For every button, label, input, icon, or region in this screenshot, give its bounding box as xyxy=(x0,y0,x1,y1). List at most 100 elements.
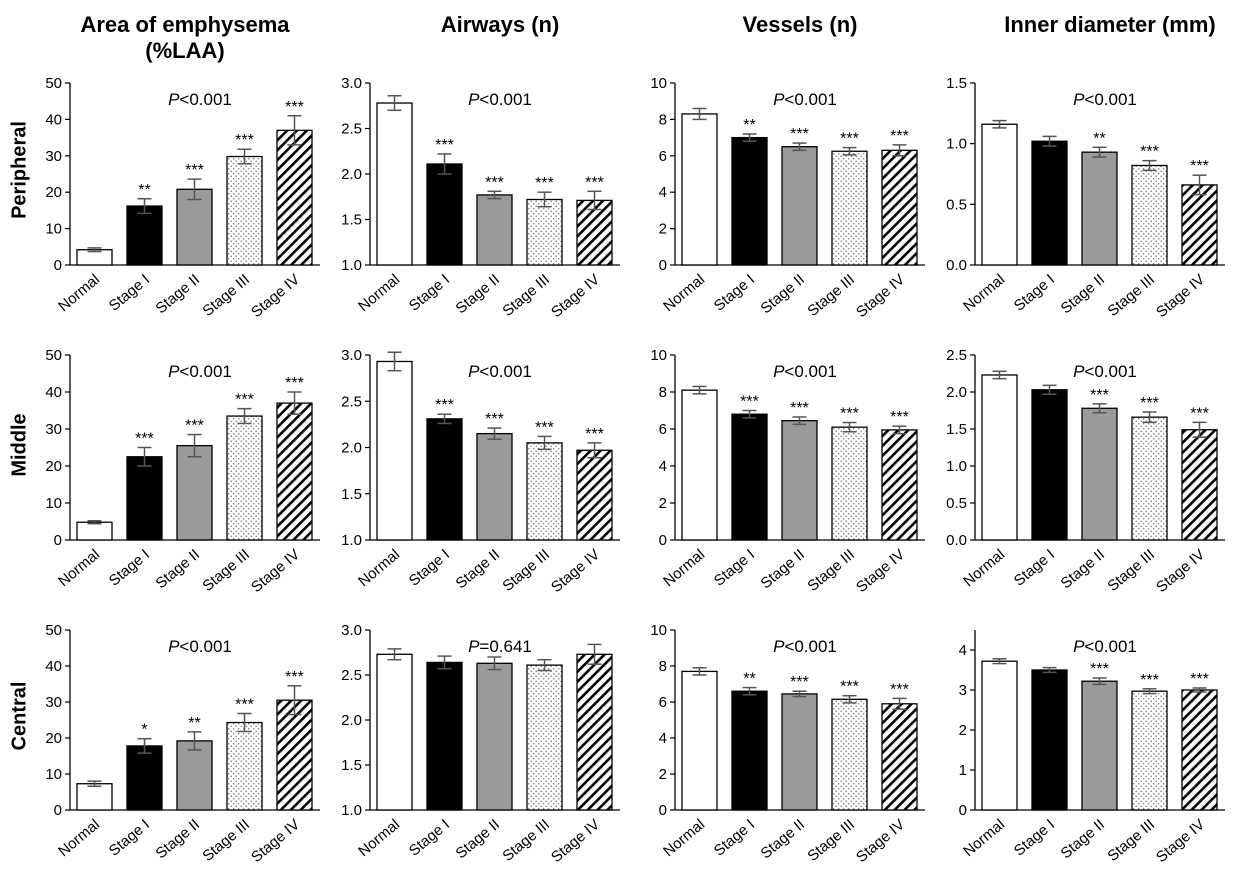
category-label: Normal xyxy=(660,816,708,860)
significance-stars: *** xyxy=(1190,405,1209,422)
y-tick-label: 8 xyxy=(659,111,667,128)
significance-stars: ** xyxy=(743,671,755,688)
category-label: Stage II xyxy=(758,816,809,862)
significance-stars: *** xyxy=(1090,661,1109,678)
bar xyxy=(126,456,163,541)
bar xyxy=(981,374,1018,541)
category-label: Stage III xyxy=(1104,816,1158,865)
column-title-line: Area of emphysema xyxy=(80,12,290,37)
category-label: Stage III xyxy=(1104,546,1158,595)
significance-stars: *** xyxy=(740,394,759,411)
category-label: Normal xyxy=(960,816,1008,860)
category-label: Stage I xyxy=(711,271,758,315)
bar xyxy=(476,662,513,811)
category-label: Normal xyxy=(55,271,103,315)
y-tick-label: 1 xyxy=(959,762,967,779)
bar xyxy=(981,660,1018,811)
y-tick-label: 2.5 xyxy=(341,121,362,138)
category-label: Stage III xyxy=(499,546,553,595)
significance-stars: ** xyxy=(138,182,150,199)
bar xyxy=(376,653,413,811)
significance-stars: *** xyxy=(135,431,154,448)
bar xyxy=(476,194,513,266)
y-tick-label: 2 xyxy=(659,766,667,783)
bar xyxy=(1031,389,1068,541)
chart-panel: 0 2 4 6 8 10 P<0.001 Normal ** Stage I *** Stage II… xyxy=(650,622,925,866)
column-title-vessels: Vessels (n) xyxy=(700,12,900,38)
y-tick-label: 1.5 xyxy=(341,486,362,503)
y-tick-label: 10 xyxy=(650,347,667,364)
significance-stars: *** xyxy=(435,397,454,414)
significance-stars: *** xyxy=(840,131,859,148)
y-tick-label: 8 xyxy=(659,384,667,401)
bar xyxy=(426,163,463,266)
category-label: Stage IV xyxy=(1153,546,1208,596)
p-value-label: P<0.001 xyxy=(168,90,232,109)
category-label: Stage III xyxy=(199,271,253,320)
y-tick-label: 30 xyxy=(45,148,62,165)
category-label: Stage I xyxy=(406,546,453,590)
significance-stars: *** xyxy=(285,99,304,116)
bar xyxy=(176,740,213,811)
bar xyxy=(881,703,918,811)
y-tick-label: 50 xyxy=(45,75,62,92)
bar xyxy=(1181,689,1218,811)
y-tick-label: 1.5 xyxy=(341,212,362,229)
y-tick-label: 30 xyxy=(45,421,62,438)
significance-stars: *** xyxy=(535,419,554,436)
category-label: Stage II xyxy=(758,271,809,317)
bar xyxy=(731,413,768,541)
significance-stars: *** xyxy=(485,411,504,428)
y-tick-label: 1.0 xyxy=(341,257,362,274)
category-label: Stage III xyxy=(199,816,253,865)
y-tick-label: 2 xyxy=(659,221,667,238)
chart-panel: 0.0 0.5 1.0 1.5 P<0.001 Normal Stage I ** Stage … xyxy=(946,75,1225,321)
column-title-inner-diameter: Inner diameter (mm) xyxy=(990,12,1230,38)
y-tick-label: 4 xyxy=(659,730,667,747)
y-tick-label: 40 xyxy=(45,658,62,675)
category-label: Stage III xyxy=(499,816,553,865)
y-tick-label: 0 xyxy=(54,257,62,274)
category-label: Normal xyxy=(355,271,403,315)
category-label: Stage III xyxy=(1104,271,1158,320)
category-label: Normal xyxy=(355,816,403,860)
y-tick-label: 50 xyxy=(45,622,62,639)
bar xyxy=(526,664,563,811)
significance-stars: *** xyxy=(790,126,809,143)
significance-stars: ** xyxy=(743,117,755,134)
p-value-label: P<0.001 xyxy=(1073,90,1137,109)
bar xyxy=(1031,669,1068,811)
category-label: Normal xyxy=(660,271,708,315)
category-label: Stage IV xyxy=(853,271,908,321)
column-title-emphysema: Area of emphysema (%LAA) xyxy=(60,12,310,64)
p-value-label: P<0.001 xyxy=(1073,362,1137,381)
y-tick-label: 2.5 xyxy=(341,667,362,684)
y-tick-label: 1.5 xyxy=(946,75,967,92)
category-label: Stage I xyxy=(1011,816,1058,860)
y-tick-label: 3.0 xyxy=(341,622,362,639)
p-value-label: P<0.001 xyxy=(168,362,232,381)
category-label: Stage IV xyxy=(548,546,603,596)
y-tick-label: 2.5 xyxy=(341,393,362,410)
category-label: Stage II xyxy=(453,546,504,592)
p-value-label: P=0.641 xyxy=(468,637,532,656)
category-label: Stage II xyxy=(1058,816,1109,862)
significance-stars: * xyxy=(141,722,147,739)
bar xyxy=(981,123,1018,266)
bar xyxy=(76,783,113,811)
significance-stars: *** xyxy=(235,132,254,149)
bar xyxy=(681,670,718,811)
y-tick-label: 4 xyxy=(659,184,667,201)
bar xyxy=(1131,164,1168,266)
y-tick-label: 10 xyxy=(45,495,62,512)
category-label: Stage IV xyxy=(548,816,603,866)
y-tick-label: 3.0 xyxy=(341,347,362,364)
bar xyxy=(376,360,413,541)
y-tick-label: 0.0 xyxy=(946,532,967,549)
y-tick-label: 0 xyxy=(659,532,667,549)
y-tick-label: 2.5 xyxy=(946,347,967,364)
bar xyxy=(781,146,818,266)
y-tick-label: 3.0 xyxy=(341,75,362,92)
category-label: Stage I xyxy=(106,816,153,860)
chart-panel: 0 10 20 30 40 50 P<0.001 Normal * Stage I ** Stage … xyxy=(45,622,320,866)
